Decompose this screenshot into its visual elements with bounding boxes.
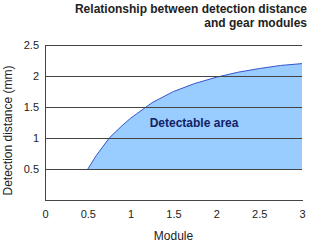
tick: 1 [128,200,134,220]
grid-line [45,138,302,139]
tick: 1 [33,132,45,144]
grid-line [45,76,302,77]
y-axis-title: Detection distance (mm) [1,65,15,195]
tick: 3 [299,200,305,220]
tick: 1.5 [166,200,181,220]
title: and gear modules [204,16,307,30]
tick: 2.5 [252,200,267,220]
tick: 2 [214,200,220,220]
annotation: Detectable area [150,116,239,130]
tick-label: 2 [33,70,39,82]
x-axis: 0 0.5 1 1.5 2 2.5 3 [42,200,305,220]
tick: 0.5 [24,163,45,175]
tick: 2 [33,70,45,82]
area [88,64,302,169]
tick-label: 1 [128,208,134,220]
plot-area [88,64,302,169]
tick-label: 0.5 [81,208,96,220]
x-axis-title: Module [154,229,194,243]
tick: 2.5 [24,39,45,51]
tick-label: 2.5 [24,39,39,51]
tick-label: 0.5 [24,163,39,175]
axis-line [46,200,303,201]
y-axis: 0.5 1 1.5 2 2.5 [24,39,46,200]
tick-label: 2 [214,208,220,220]
tick: 0 [42,200,48,220]
title: Relationship between detection distance [75,2,307,16]
tick-label: 0 [42,208,48,220]
tick: 0.5 [81,200,96,220]
axis-line [45,46,46,201]
tick-label: 1.5 [24,101,39,113]
grid-line [45,45,302,46]
area-edge [88,64,302,169]
chart: Relationship between detection distancea… [0,0,311,246]
tick-label: 1.5 [166,208,181,220]
tick-label: 3 [299,208,305,220]
grid-line [45,107,302,108]
tick-label: 2.5 [252,208,267,220]
grid-line [45,169,302,170]
tick: 1.5 [24,101,45,113]
tick-label: 1 [33,132,39,144]
